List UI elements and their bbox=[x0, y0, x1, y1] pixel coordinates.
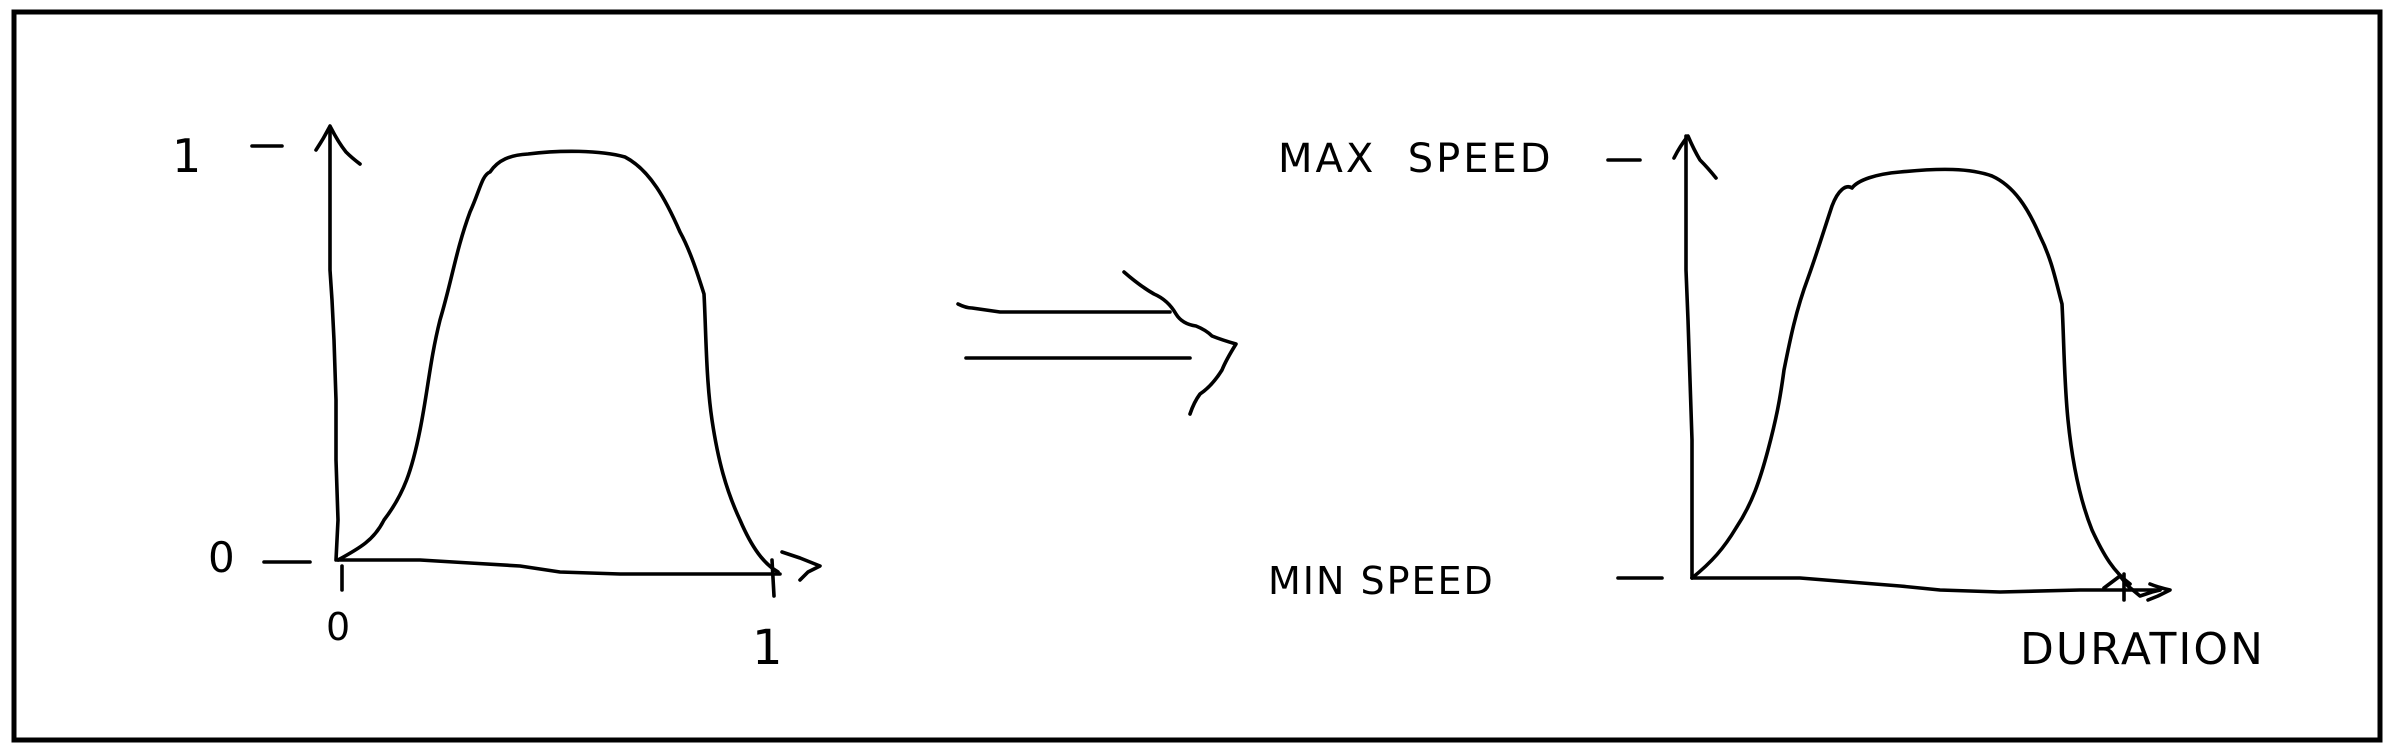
arrow-head bbox=[1122, 270, 1238, 416]
left-x-arrowhead bbox=[780, 550, 822, 582]
speed-duration-graph: MAX SPEED MIN SPEED DURATION bbox=[1268, 134, 2265, 675]
left-y-top-label: 1 bbox=[172, 129, 201, 183]
left-y-axis bbox=[328, 128, 340, 562]
arrow-upper-line bbox=[956, 302, 1172, 314]
right-y-bottom-label: MIN SPEED bbox=[1268, 559, 1495, 603]
double-arrow-right-icon bbox=[956, 270, 1238, 416]
left-x-axis bbox=[336, 558, 782, 576]
right-x-arrowhead bbox=[2102, 574, 2172, 602]
normalized-curve-graph: 1 0 0 1 bbox=[172, 124, 822, 676]
left-x-tick-end bbox=[770, 558, 776, 598]
diagram-border bbox=[11, 9, 2383, 743]
left-y-bottom-label: 0 bbox=[208, 533, 235, 582]
left-y-arrowhead bbox=[314, 124, 362, 166]
right-y-top-label: MAX SPEED bbox=[1278, 136, 1554, 182]
right-speed-curve bbox=[1690, 167, 2132, 586]
right-y-axis bbox=[1684, 134, 1694, 580]
right-y-arrowhead bbox=[1672, 134, 1718, 180]
right-x-label: DURATION bbox=[2020, 624, 2265, 675]
left-speed-curve bbox=[336, 149, 780, 574]
right-x-axis bbox=[1690, 576, 2162, 594]
left-x-start-label: 0 bbox=[326, 605, 350, 649]
left-x-end-label: 1 bbox=[752, 620, 783, 676]
